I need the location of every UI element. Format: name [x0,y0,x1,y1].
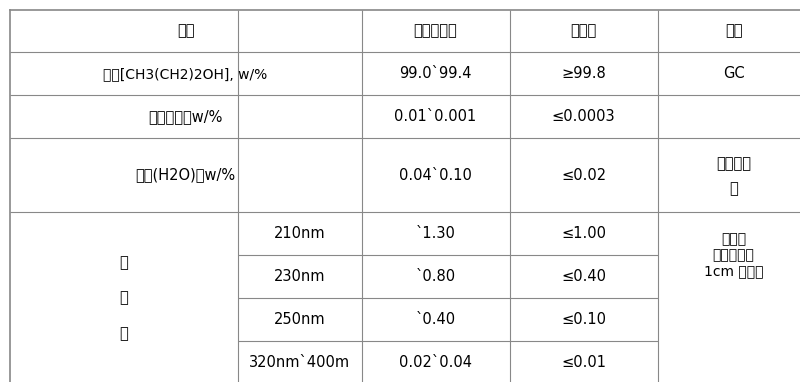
Text: 法: 法 [730,181,738,196]
Text: 色皿，纯水: 色皿，纯水 [713,248,754,262]
Text: `1.30: `1.30 [416,226,455,241]
Text: 水分(H2O)，w/%: 水分(H2O)，w/% [135,168,236,183]
Text: 原料实测值: 原料实测值 [414,23,458,39]
Text: ≤0.0003: ≤0.0003 [552,109,615,124]
Text: ≤0.40: ≤0.40 [561,269,606,284]
Text: ≤0.02: ≤0.02 [561,168,606,183]
Text: ≤0.01: ≤0.01 [561,355,606,370]
Text: 对照。: 对照。 [721,232,746,246]
Text: 光: 光 [119,291,128,306]
Text: ≤0.10: ≤0.10 [561,312,606,327]
Text: 0.04`0.10: 0.04`0.10 [399,168,472,183]
Text: 名称: 名称 [177,23,194,39]
Text: 含量[CH3(CH2)2OH], w/%: 含量[CH3(CH2)2OH], w/% [103,67,268,81]
Text: 度: 度 [119,326,128,341]
Text: ≤1.00: ≤1.00 [561,226,606,241]
Text: `0.40: `0.40 [415,312,456,327]
Text: 1cm 石英比: 1cm 石英比 [704,265,763,278]
Text: 210nm: 210nm [274,226,326,241]
Text: 99.0`99.4: 99.0`99.4 [399,66,472,81]
Text: 蒸发残渣，w/%: 蒸发残渣，w/% [149,109,222,124]
Text: GC: GC [722,66,745,81]
Text: ≥99.8: ≥99.8 [562,66,606,81]
Text: 0.01`0.001: 0.01`0.001 [394,109,477,124]
Text: 0.02`0.04: 0.02`0.04 [399,355,472,370]
Text: 230nm: 230nm [274,269,326,284]
Text: 备注: 备注 [725,23,742,39]
Text: 卡尔费休: 卡尔费休 [716,156,751,171]
Text: 320nm`400m: 320nm`400m [249,355,350,370]
Text: 色谱级: 色谱级 [570,23,597,39]
Text: `0.80: `0.80 [415,269,456,284]
Text: 吸: 吸 [119,256,128,270]
Text: 250nm: 250nm [274,312,326,327]
